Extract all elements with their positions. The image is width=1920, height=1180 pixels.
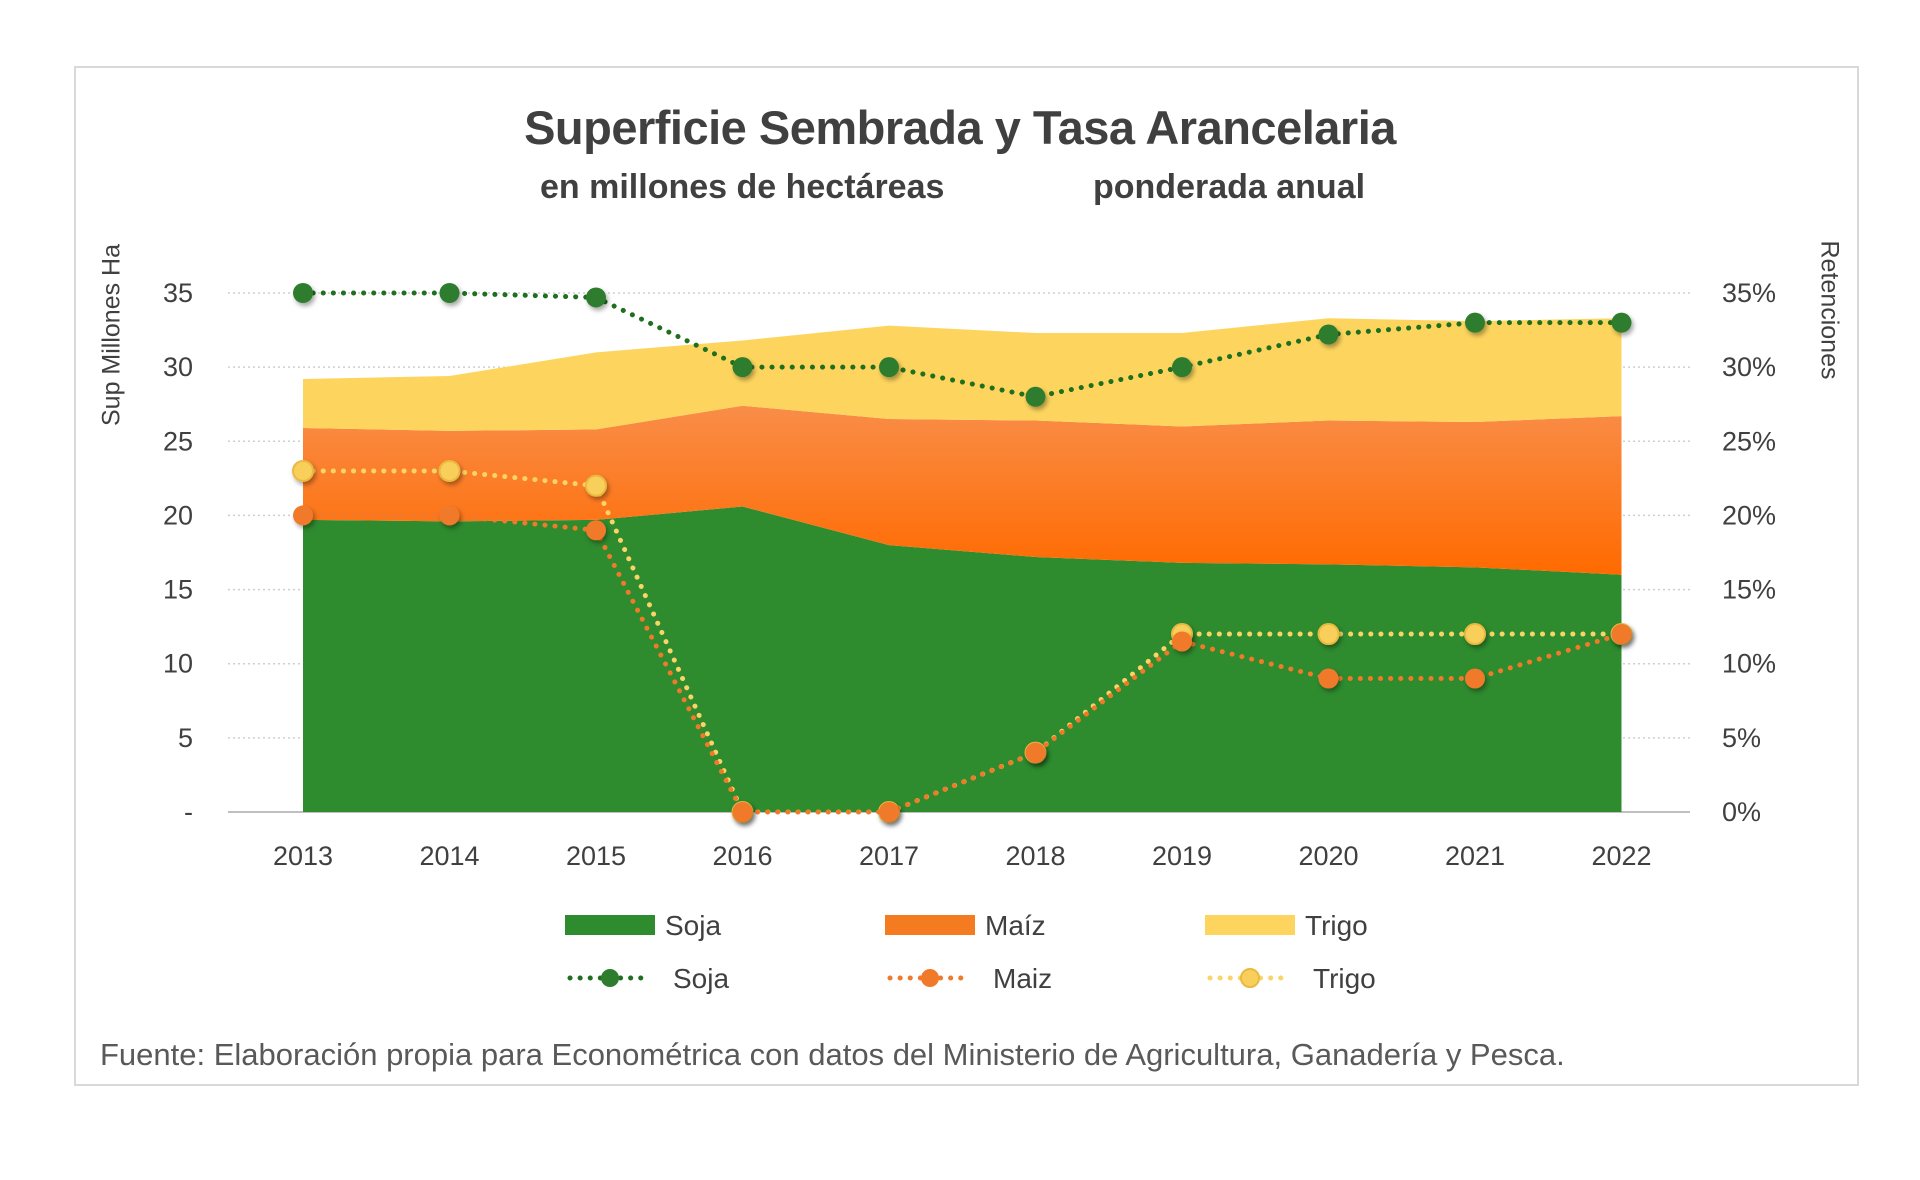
chart-title: Superficie Sembrada y Tasa Arancelaria [524,101,1396,154]
marker-soja [586,287,606,308]
marker-trigo [438,459,461,482]
marker-trigo [585,474,607,497]
legend-marker-maiz [921,969,939,987]
x-tick-label: 2015 [566,841,626,871]
line-soja-retenciones [300,290,1624,400]
legend-swatch-soja [565,915,655,935]
marker-maiz [732,802,753,822]
x-tick-label: 2017 [859,841,919,871]
legend-label-line: Trigo [1313,963,1376,994]
x-tick-label: 2016 [712,841,772,871]
y-tick-label-right: 20% [1722,500,1776,530]
y-tick-label-right: 5% [1722,723,1761,753]
y-tick-label-left: 15 [163,575,193,605]
legend-label-area: Trigo [1305,910,1368,941]
area-trigo [303,318,1622,431]
x-tick-label: 2020 [1298,841,1358,871]
marker-trigo [292,459,314,482]
y-tick-label-right: 0% [1722,797,1761,827]
area-series [303,318,1622,812]
y-tick-label-left: 5 [178,723,193,753]
marker-soja [439,283,460,303]
marker-maiz [586,520,606,541]
marker-maiz [439,505,460,526]
chart-subtitle-right: ponderada anual [1093,168,1366,206]
y-tick-label-left: - [184,797,193,827]
x-tick-label: 2021 [1445,841,1505,871]
marker-maiz [293,505,313,526]
marker-soja [1611,312,1632,333]
marker-maiz [1611,624,1632,645]
legend: Soja Maíz Trigo Soja Maiz Trigo [565,910,1376,994]
legend-marker-soja [601,969,619,987]
area-soja [303,506,1622,812]
legend-marker-trigo [1240,968,1260,988]
legend-label-line: Soja [673,963,729,994]
y-tick-label-left: 35 [163,278,193,308]
y-tick-label-right: 10% [1722,649,1776,679]
x-tick-label: 2022 [1591,841,1651,871]
y-tick-label-right: 25% [1722,426,1776,456]
source-note: Fuente: Elaboración propia para Economét… [100,1037,1565,1072]
legend-label-area: Soja [665,910,721,941]
marker-maiz [1025,742,1046,763]
marker-maiz [1172,631,1192,652]
legend-swatch-maiz [885,915,975,935]
line-series [292,283,1633,823]
y-tick-label-left: 25 [163,426,193,456]
chart-subtitle-left: en millones de hectáreas [540,168,945,206]
legend-label-line: Maiz [993,963,1052,994]
line-maiz-retenciones [300,512,1624,815]
y-tick-label-left: 20 [163,500,193,530]
y-tick-label-left: 30 [163,352,193,382]
legend-label-area: Maíz [985,910,1046,941]
marker-soja [1465,312,1485,333]
marker-soja [1172,357,1192,378]
marker-trigo [1317,623,1340,646]
y-tick-label-right: 15% [1722,575,1776,605]
marker-soja [293,283,313,303]
y-tick-label-left: 10 [163,649,193,679]
marker-trigo [1464,623,1486,646]
x-tick-label: 2013 [273,841,333,871]
y-tick-label-right: 35% [1722,278,1776,308]
marker-maiz [879,802,899,822]
x-tick-label: 2014 [419,841,479,871]
marker-soja [1025,386,1046,407]
marker-maiz [1318,668,1339,689]
marker-soja [732,357,753,378]
legend-swatch-trigo [1205,915,1295,935]
x-tick-label: 2018 [1005,841,1065,871]
area-maiz [303,405,1622,575]
marker-maiz [1465,668,1485,689]
axes: - 0% 5 5% 10 10% 15 15% 20 20% 25 25% 30 30% 35 35% 2013… [163,278,1776,871]
marker-soja [1318,324,1339,345]
y-tick-label-right: 30% [1722,352,1776,382]
marker-soja [879,357,899,378]
x-tick-label: 2019 [1152,841,1212,871]
